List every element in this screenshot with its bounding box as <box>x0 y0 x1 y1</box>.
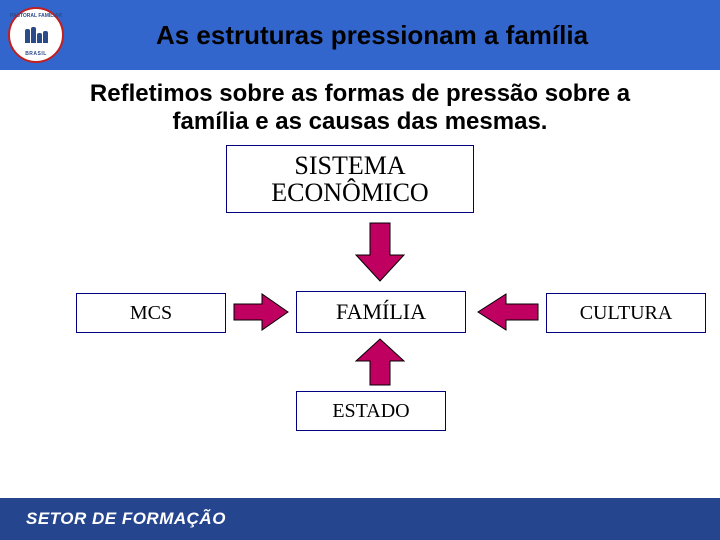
logo-family-icon <box>25 27 48 43</box>
node-cultura: CULTURA <box>546 293 706 333</box>
node-estado: ESTADO <box>296 391 446 431</box>
slide-title: As estruturas pressionam a família <box>64 21 680 50</box>
node-familia: FAMÍLIA <box>296 291 466 333</box>
logo-text-bottom: BRASIL <box>25 51 47 57</box>
arrow-right-icon <box>230 291 292 333</box>
slide-subtitle: Refletimos sobre as formas de pressão so… <box>60 80 660 135</box>
footer-bar: SETOR DE FORMAÇÃO <box>0 498 720 540</box>
arrow-left-icon <box>472 291 542 333</box>
node-mcs: MCS <box>76 293 226 333</box>
header-bar: PASTORAL FAMILIAR BRASIL As estruturas p… <box>0 0 720 70</box>
arrow-up-icon <box>352 335 408 389</box>
slide-body: Refletimos sobre as formas de pressão so… <box>0 70 720 441</box>
pressure-diagram: SISTEMA ECONÔMICO MCS FAMÍLIA CULTURA ES… <box>36 141 684 441</box>
logo-text-top: PASTORAL FAMILIAR <box>10 13 62 19</box>
footer-text: SETOR DE FORMAÇÃO <box>0 498 720 529</box>
logo-pastoral-familiar: PASTORAL FAMILIAR BRASIL <box>8 7 64 63</box>
arrow-down-icon <box>350 219 410 285</box>
node-sistema-economico: SISTEMA ECONÔMICO <box>226 145 474 213</box>
